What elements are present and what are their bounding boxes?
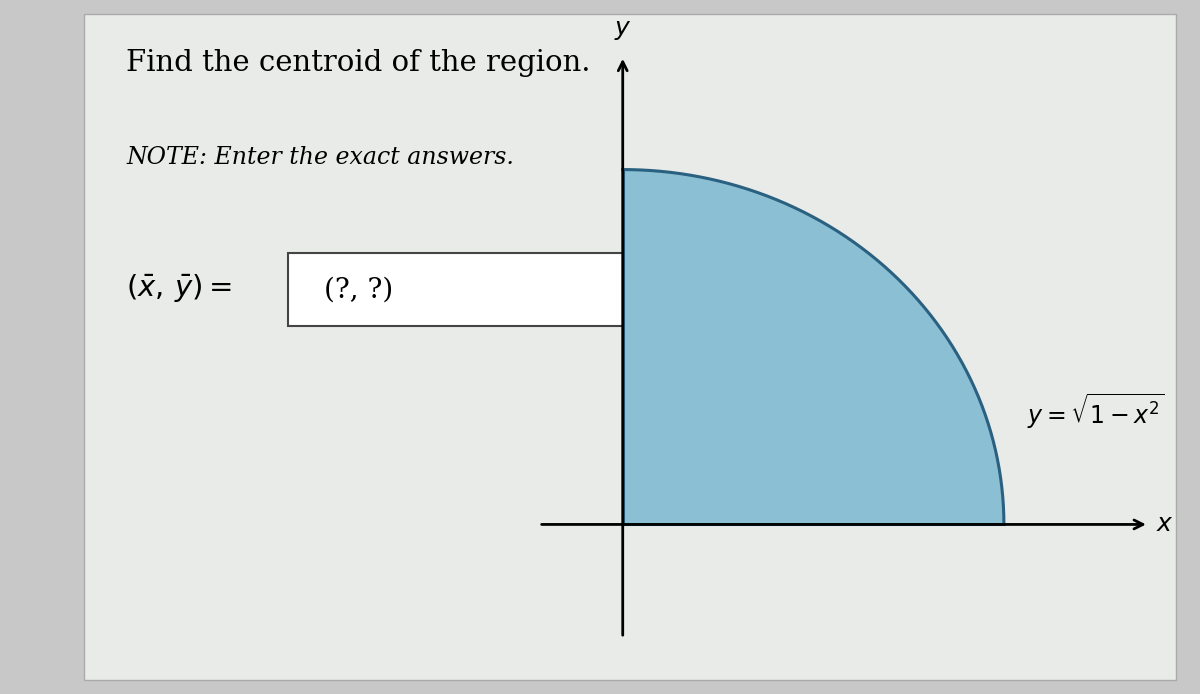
FancyBboxPatch shape [288,253,648,326]
Text: NOTE: Enter the exact answers.: NOTE: Enter the exact answers. [126,146,514,169]
Text: $(\bar{x},\, \bar{y}) = $: $(\bar{x},\, \bar{y}) = $ [126,272,232,304]
Polygon shape [623,169,1004,525]
Text: $y = \sqrt{1 - x^2}$: $y = \sqrt{1 - x^2}$ [1027,391,1165,430]
Text: $y$: $y$ [614,19,631,42]
Text: (?, ?): (?, ?) [324,276,394,303]
Text: Find the centroid of the region.: Find the centroid of the region. [126,49,590,76]
Text: $x$: $x$ [1157,513,1174,536]
